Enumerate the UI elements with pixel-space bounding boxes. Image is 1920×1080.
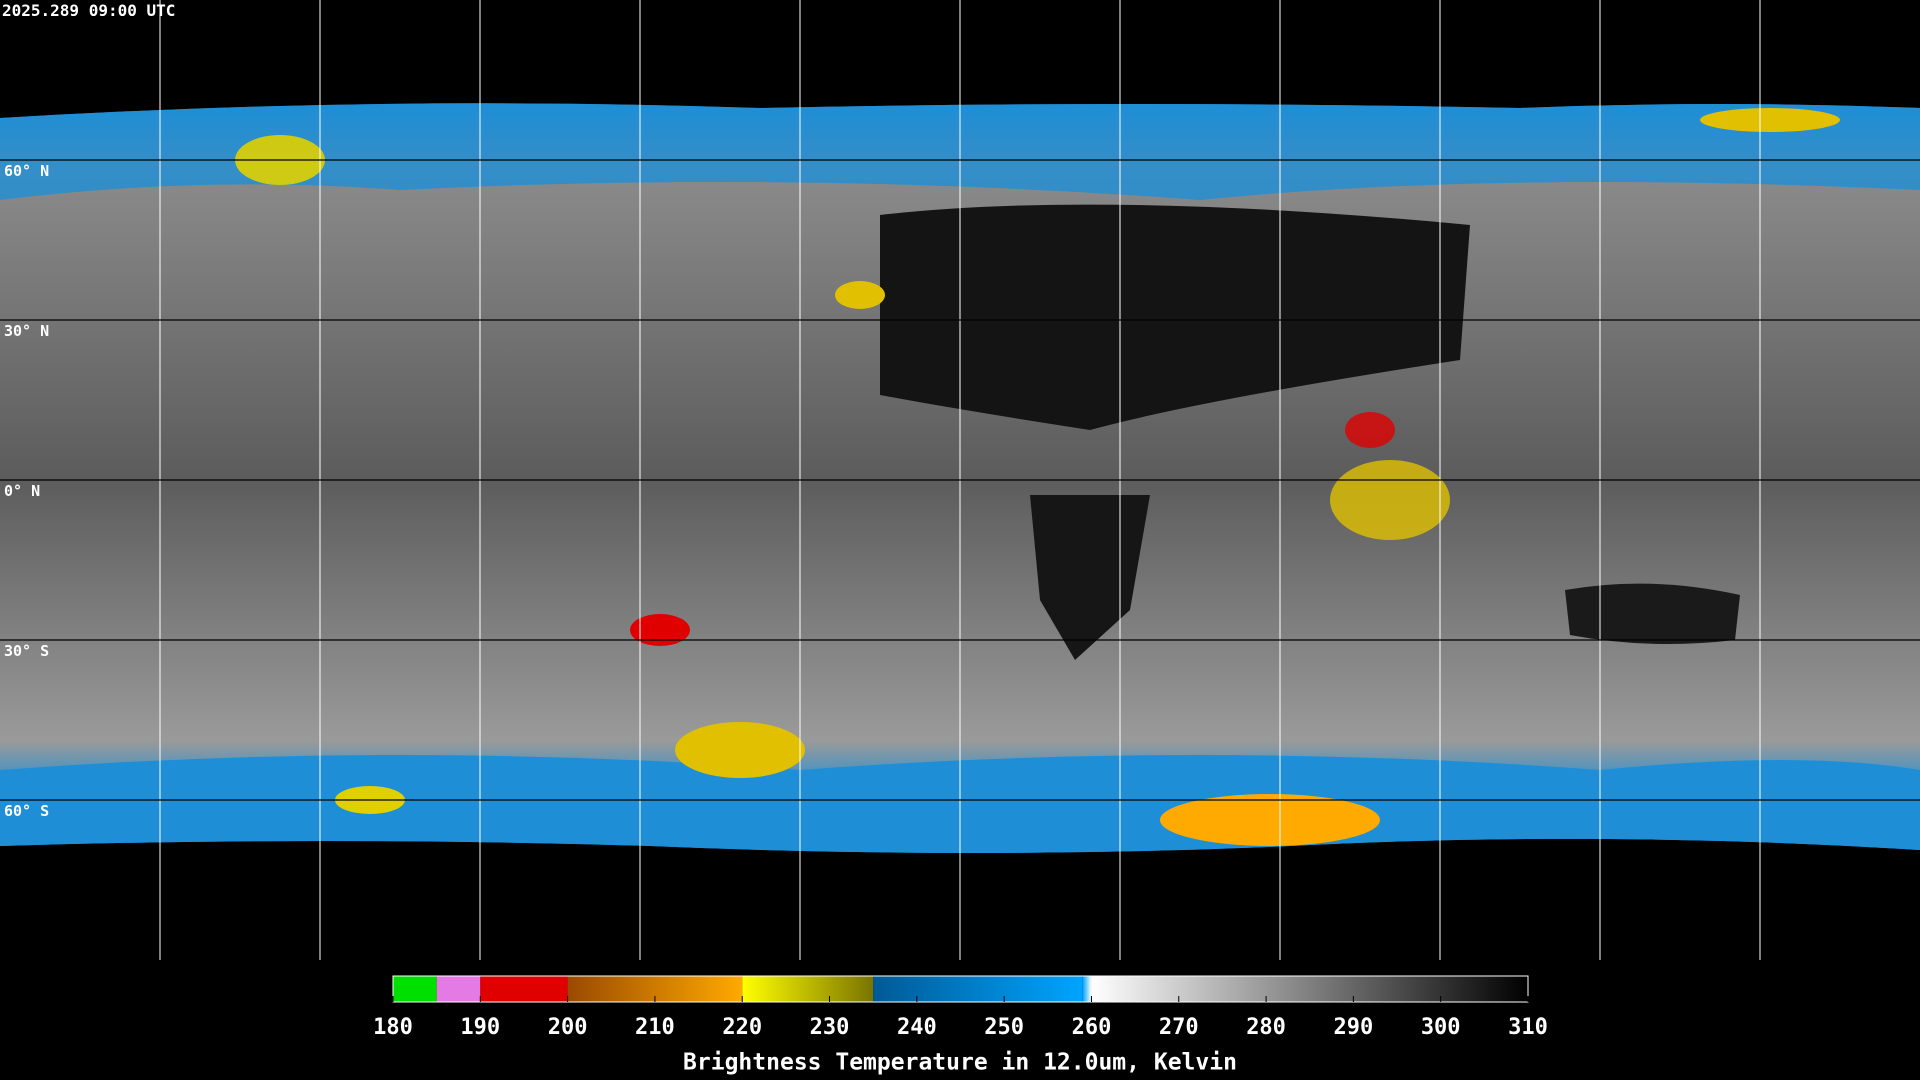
colorbar-tick-label: 280 xyxy=(1246,1015,1286,1040)
colorbar: 180 190 200 210 220 230 240 250 260 270 280 290 300 3… xyxy=(373,975,1548,1040)
colorbar-tick-label: 310 xyxy=(1508,1015,1548,1040)
colorbar-tick-label: 250 xyxy=(984,1015,1024,1040)
timestamp: 2025.289 09:00 UTC xyxy=(2,1,175,20)
lat-label: 0° N xyxy=(4,482,40,500)
colorbar-tick-label: 240 xyxy=(897,1015,937,1040)
colorbar-tick-label: 180 xyxy=(373,1015,413,1040)
colorbar-tick-label: 300 xyxy=(1421,1015,1461,1040)
colorbar-title: Brightness Temperature in 12.0um, Kelvin xyxy=(683,1050,1237,1076)
colorbar-segment xyxy=(393,976,437,1002)
colorbar-tick-label: 260 xyxy=(1072,1015,1112,1040)
lat-label: 60° N xyxy=(4,162,49,180)
lat-label: 60° S xyxy=(4,802,49,820)
colorbar-tick-label: 220 xyxy=(722,1015,762,1040)
colorbar-segment xyxy=(1082,976,1092,1002)
colorbar-tick-label: 230 xyxy=(810,1015,850,1040)
colorbar-tick-label: 200 xyxy=(548,1015,588,1040)
colorbar-tick-label: 210 xyxy=(635,1015,675,1040)
lat-label: 30° S xyxy=(4,642,49,660)
colorbar-tick-label: 190 xyxy=(460,1015,500,1040)
colorbar-segment xyxy=(480,976,568,1002)
graticule: 60° N 30° N 0° N 30° S 60° S xyxy=(4,0,1761,960)
colorbar-frame xyxy=(392,975,1529,1003)
colorbar-segment xyxy=(436,976,481,1002)
lat-label: 30° N xyxy=(4,322,49,340)
colorbar-segment xyxy=(873,976,1083,1002)
colorbar-segment xyxy=(742,976,874,1002)
colorbar-tick-label: 290 xyxy=(1334,1015,1374,1040)
colorbar-segment xyxy=(1091,976,1528,1002)
colorbar-tick-label: 270 xyxy=(1159,1015,1199,1040)
